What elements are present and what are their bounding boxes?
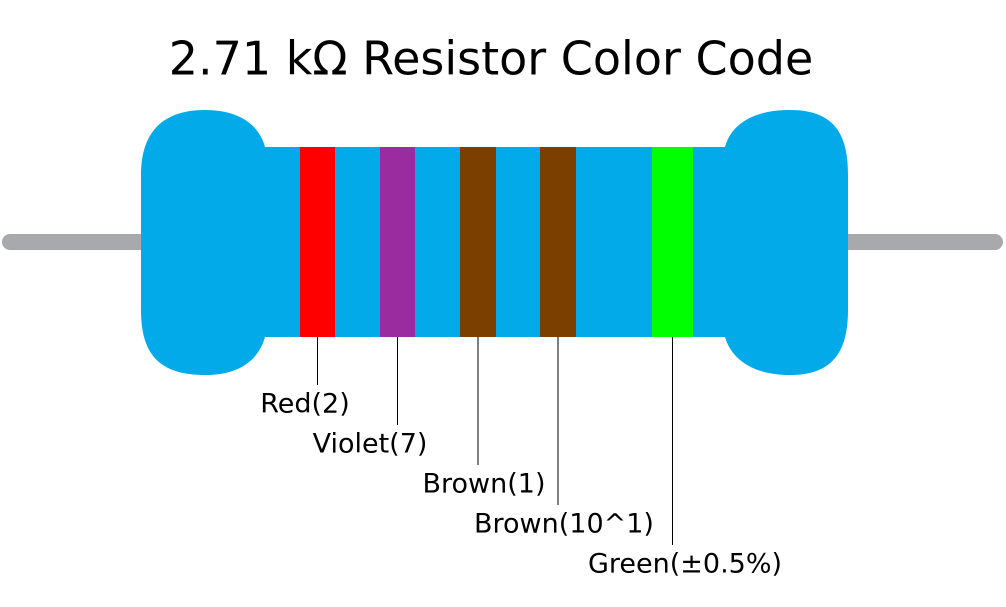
title: 2.71 kΩ Resistor Color Code [169,32,814,86]
color-band [460,147,496,337]
color-band [300,147,335,337]
color-band [540,147,576,337]
band-label: Brown(1) [423,469,546,500]
color-band [380,147,415,337]
band-label: Violet(7) [313,429,428,460]
band-label: Red(2) [260,389,350,420]
band-label: Green(±0.5%) [588,549,782,580]
band-label: Brown(10^1) [474,509,654,540]
color-band [652,147,693,337]
